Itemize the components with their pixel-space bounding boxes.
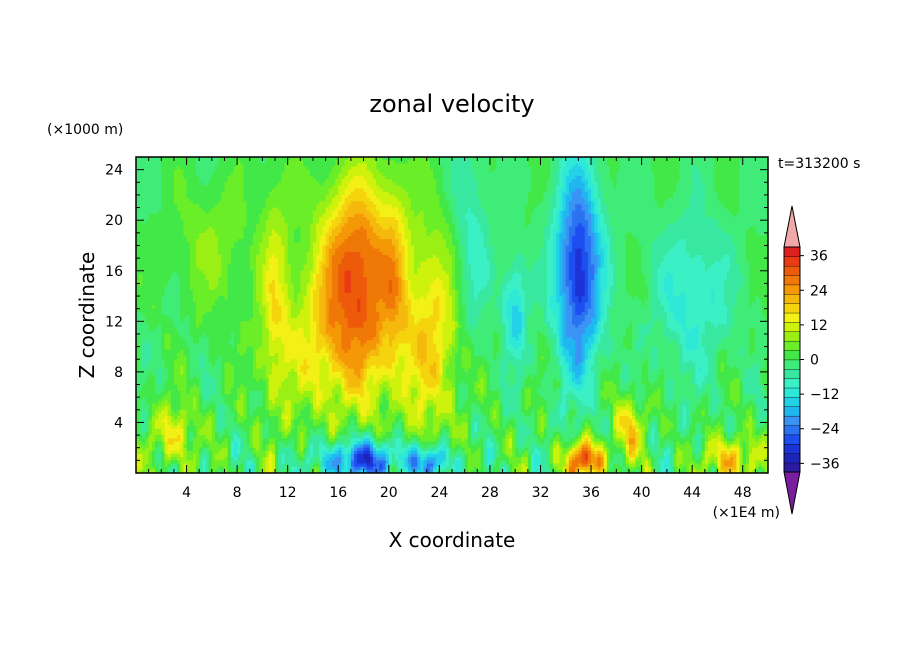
velocity-field bbox=[136, 157, 769, 474]
chart-svg: 4 8 12 16 20 24 28 32 36 40 44 48 4812162024 362412… bbox=[0, 0, 904, 654]
